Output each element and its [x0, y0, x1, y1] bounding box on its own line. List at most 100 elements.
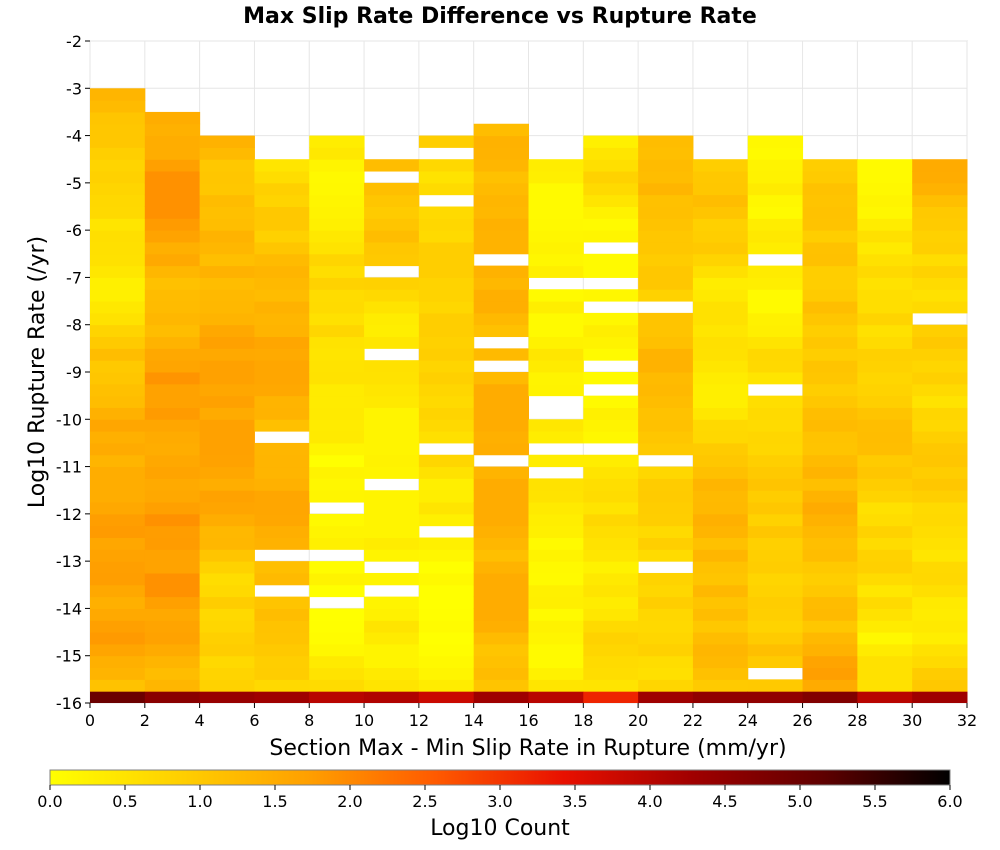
- heatmap-cell: [583, 691, 639, 703]
- heatmap-cell: [583, 218, 639, 231]
- heatmap-cell: [583, 608, 639, 621]
- heatmap-cell: [912, 194, 968, 207]
- heatmap-cell: [912, 171, 968, 184]
- heatmap-cell: [473, 525, 529, 538]
- heatmap-cell: [418, 135, 475, 148]
- heatmap-cell: [857, 171, 913, 184]
- heatmap-cell: [309, 513, 365, 527]
- heatmap-cell: [473, 442, 529, 456]
- heatmap-cell: [528, 171, 584, 184]
- heatmap-cell: [692, 395, 749, 408]
- heatmap-cell: [90, 324, 146, 338]
- heatmap-cell: [309, 301, 365, 314]
- heatmap-cell: [309, 336, 365, 349]
- heatmap-cell: [528, 454, 584, 468]
- heatmap-cell: [747, 643, 804, 657]
- heatmap-cell: [364, 218, 420, 231]
- heatmap-cell: [692, 277, 749, 290]
- x-tick-label: 10: [354, 711, 374, 730]
- heatmap-cell: [90, 336, 146, 349]
- heatmap-cell: [747, 561, 804, 574]
- heatmap-cell: [912, 584, 968, 598]
- heatmap-cell: [199, 667, 255, 680]
- heatmap-cell: [802, 194, 858, 207]
- heatmap-cell: [144, 218, 201, 231]
- heatmap-cell: [638, 241, 694, 255]
- heatmap-cell: [638, 218, 694, 231]
- heatmap-cell: [364, 608, 420, 621]
- heatmap-cell: [364, 419, 420, 432]
- heatmap-cell: [857, 572, 913, 586]
- heatmap-cell: [90, 253, 146, 267]
- heatmap-cell: [747, 312, 804, 326]
- heatmap-cell: [857, 395, 913, 408]
- colorbar-tick-label: 5.0: [787, 792, 812, 811]
- heatmap-cell: [802, 372, 858, 385]
- heatmap-cell: [364, 301, 420, 314]
- heatmap-cell: [747, 230, 804, 243]
- heatmap-cell: [90, 100, 146, 113]
- heatmap-cell: [254, 218, 310, 231]
- heatmap-cell: [802, 336, 858, 349]
- heatmap-cell: [583, 466, 639, 479]
- x-tick-label: 0: [85, 711, 95, 730]
- heatmap-cell: [144, 561, 201, 574]
- heatmap-cell: [364, 194, 420, 207]
- x-tick-label: 14: [464, 711, 484, 730]
- heatmap-cell: [857, 230, 913, 243]
- heatmap-cell: [638, 490, 694, 503]
- heatmap-cell: [583, 513, 639, 527]
- heatmap-cell: [144, 277, 201, 290]
- heatmap-cell: [199, 147, 255, 160]
- heatmap-cell: [144, 265, 201, 278]
- heatmap-cell: [912, 431, 968, 444]
- heatmap-cell: [528, 301, 584, 314]
- heatmap-cell: [418, 502, 475, 515]
- y-tick-label: -4: [66, 127, 82, 146]
- heatmap-cell: [90, 478, 146, 491]
- x-tick-label: 6: [249, 711, 259, 730]
- heatmap-cell: [692, 679, 749, 692]
- colorbar-tick-label: 6.0: [937, 792, 962, 811]
- heatmap-cell: [473, 513, 529, 527]
- y-tick-label: -10: [56, 410, 82, 429]
- heatmap-cell: [692, 490, 749, 503]
- heatmap-cell: [638, 206, 694, 219]
- heatmap-cell: [528, 253, 584, 267]
- heatmap-cell: [364, 395, 420, 408]
- heatmap-cell: [528, 336, 584, 349]
- heatmap-cell: [199, 419, 255, 432]
- heatmap-cell: [364, 502, 420, 515]
- heatmap-cell: [857, 549, 913, 562]
- heatmap-cell: [747, 241, 804, 255]
- heatmap-cell: [418, 289, 475, 302]
- heatmap-cell: [364, 383, 420, 397]
- heatmap-cell: [528, 383, 584, 397]
- chart-title: Max Slip Rate Difference vs Rupture Rate: [243, 4, 757, 29]
- heatmap-cell: [199, 241, 255, 255]
- heatmap-cell: [638, 691, 694, 703]
- heatmap-cell: [528, 431, 584, 444]
- heatmap-cell: [802, 407, 858, 420]
- heatmap-cell: [857, 336, 913, 349]
- heatmap-cell: [747, 348, 804, 361]
- heatmap-cell: [692, 312, 749, 326]
- heatmap-cell: [90, 241, 146, 255]
- heatmap-cell: [747, 360, 804, 373]
- heatmap-cell: [692, 289, 749, 302]
- heatmap-cell: [473, 502, 529, 515]
- heatmap-cell: [747, 407, 804, 420]
- heatmap-cell: [418, 608, 475, 621]
- heatmap-cell: [309, 395, 365, 408]
- heatmap-cell: [638, 584, 694, 598]
- heatmap-cell: [528, 206, 584, 219]
- heatmap-cell: [583, 431, 639, 444]
- heatmap-cell: [747, 478, 804, 491]
- heatmap-cell: [857, 159, 913, 172]
- heatmap-cell: [638, 525, 694, 538]
- heatmap-cell: [912, 265, 968, 278]
- heatmap-cell: [802, 502, 858, 515]
- heatmap-cell: [90, 135, 146, 148]
- heatmap-cell: [364, 454, 420, 468]
- y-tick-label: -9: [66, 363, 82, 382]
